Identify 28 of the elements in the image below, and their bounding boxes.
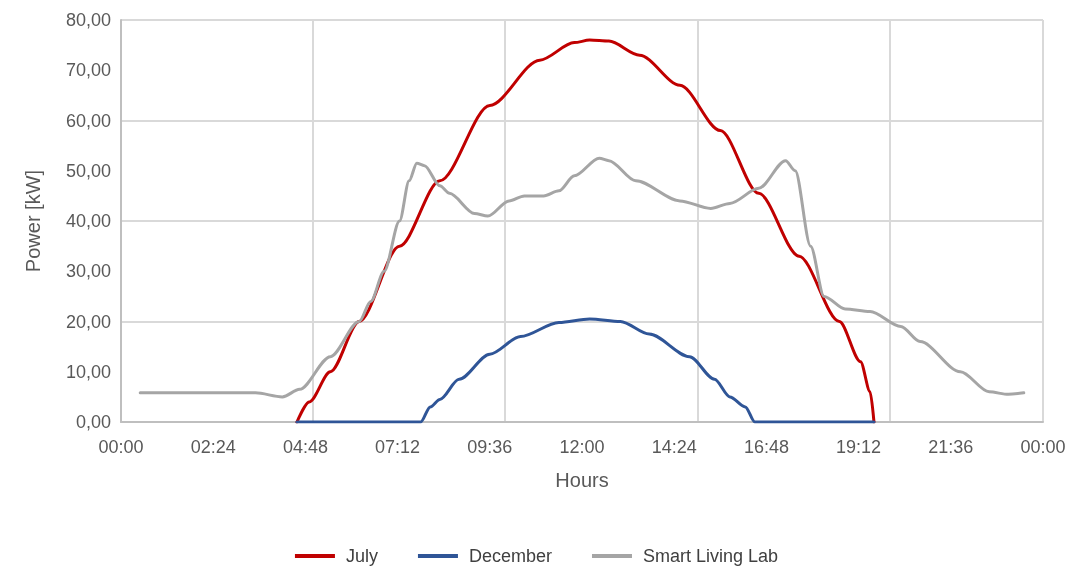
y-tick-label: 80,00 [65,10,111,30]
x-tick-label: 19:12 [836,437,882,457]
x-tick-label: 09:36 [467,437,513,457]
y-tick-label: 20,00 [65,311,111,332]
x-tick-label: 04:48 [282,437,328,457]
line-series [138,156,1026,399]
y-tick-label: 60,00 [65,110,111,131]
line-series [295,38,876,424]
legend-label: Smart Living Lab [642,546,779,566]
x-tick-label: 02:24 [190,437,236,457]
x-tick-label: 00:00 [1020,437,1066,457]
x-tick-label: 14:24 [651,437,697,457]
y-tick-label: 70,00 [65,60,111,81]
x-tick-label: 21:36 [928,437,974,457]
x-tick-label: 12:00 [559,437,605,457]
legend-label: December [468,546,552,566]
legend-label: July [345,546,378,566]
y-tick-label: 0,00 [75,412,111,432]
y-tick-label: 30,00 [65,261,111,282]
x-tick-label: 07:12 [375,437,421,457]
y-tick-label: 50,00 [65,160,111,181]
x-tick-label: 00:00 [98,437,144,457]
y-axis-title: Power [kW] [22,169,44,273]
y-tick-label: 40,00 [65,211,111,231]
x-tick-label: 16:48 [743,437,789,457]
x-axis-title: Hours [555,469,609,491]
y-tick-label: 10,00 [65,361,111,382]
line-series [295,317,876,424]
